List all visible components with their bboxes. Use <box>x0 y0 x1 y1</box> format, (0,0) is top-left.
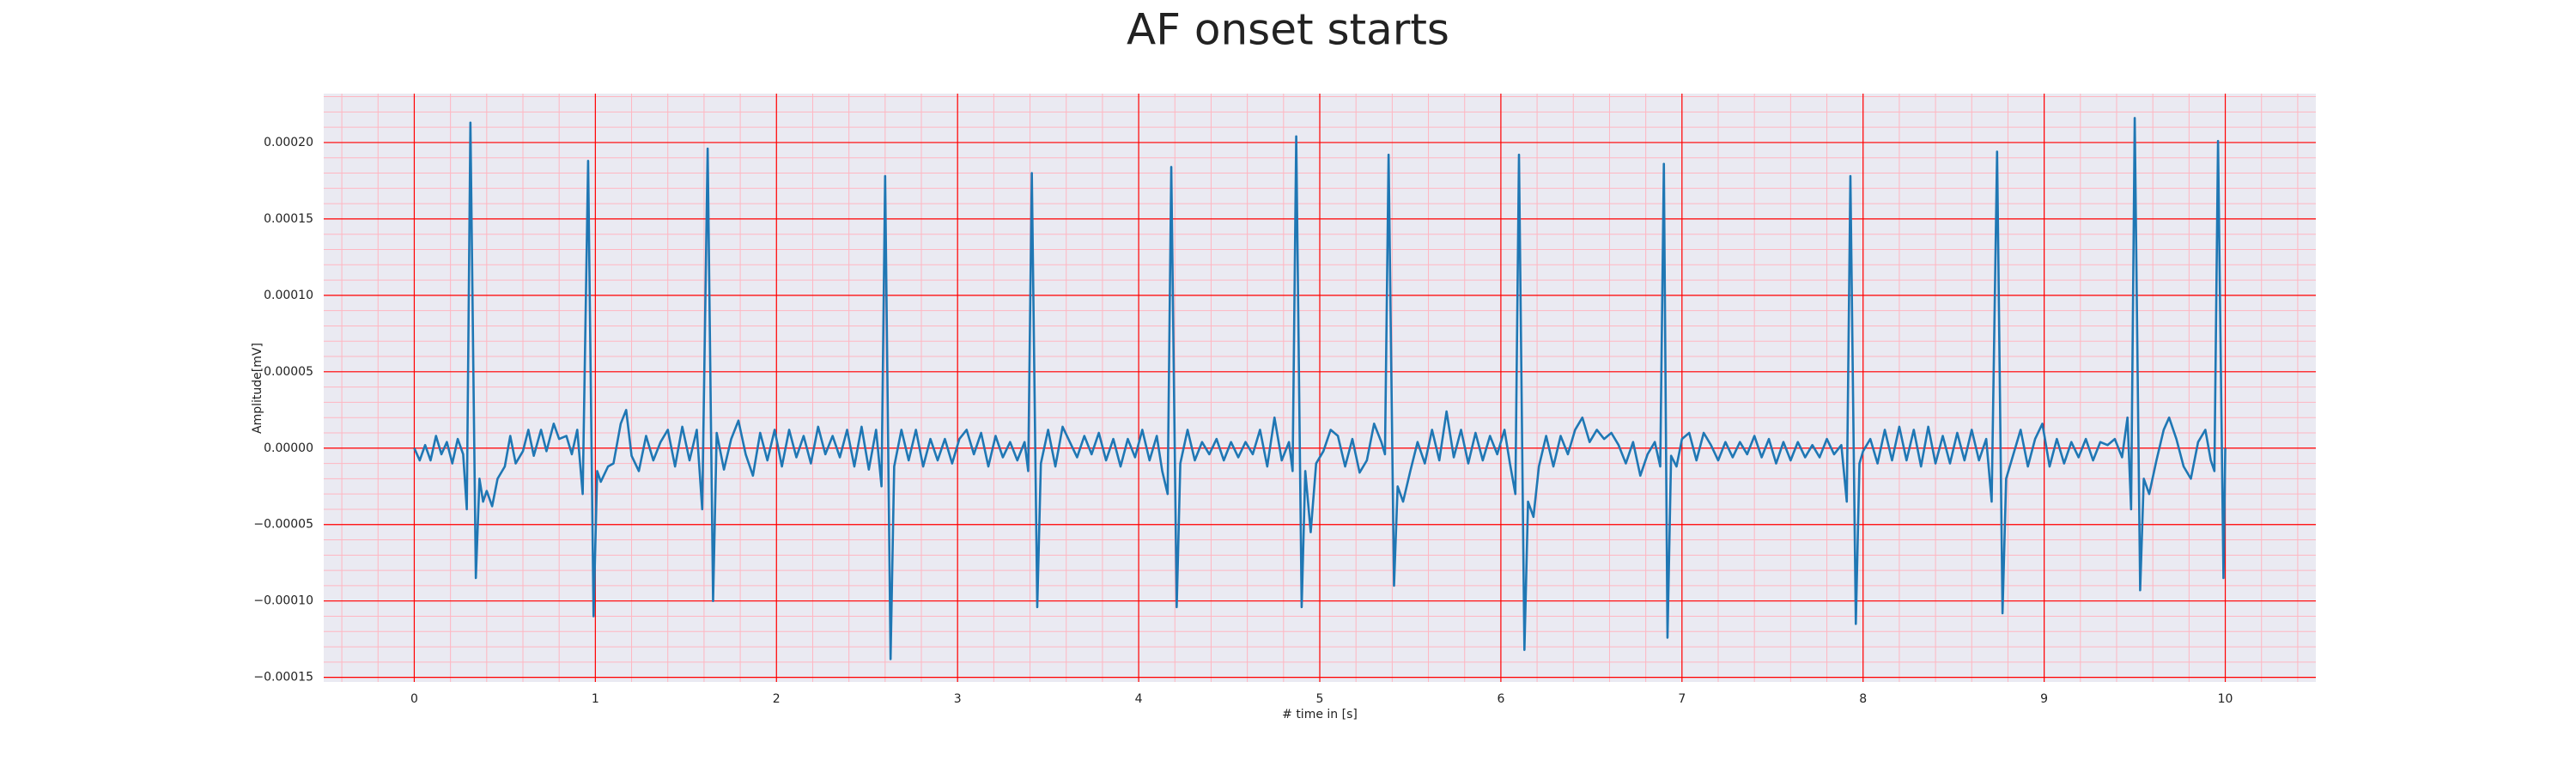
x-tick-label: 1 <box>592 692 599 706</box>
y-tick-label: 0.00000 <box>264 441 313 455</box>
y-tick-label: 0.00005 <box>264 365 313 379</box>
y-tick-label: −0.00010 <box>253 594 313 608</box>
y-tick-label: 0.00010 <box>264 289 313 302</box>
x-tick-label: 0 <box>410 692 418 706</box>
y-tick-label: −0.00015 <box>253 671 313 685</box>
ecg-line <box>413 117 2227 660</box>
x-tick-label: 8 <box>1859 692 1867 706</box>
y-tick-label: −0.00005 <box>253 518 313 532</box>
x-tick-label: 3 <box>954 692 962 706</box>
x-axis-label: # time in [s] <box>1282 708 1358 721</box>
y-axis-label: Amplitude[mV] <box>251 343 264 434</box>
y-tick-label: 0.00020 <box>264 136 313 149</box>
x-tick-label: 4 <box>1135 692 1143 706</box>
x-tick-label: 10 <box>2218 692 2233 706</box>
x-tick-label: 2 <box>773 692 781 706</box>
chart-title: AF onset starts <box>1127 5 1449 55</box>
x-tick-label: 5 <box>1316 692 1324 706</box>
y-tick-label: 0.00015 <box>264 212 313 226</box>
x-tick-label: 7 <box>1678 692 1686 706</box>
x-tick-label: 6 <box>1497 692 1504 706</box>
x-tick-label: 9 <box>2040 692 2048 706</box>
